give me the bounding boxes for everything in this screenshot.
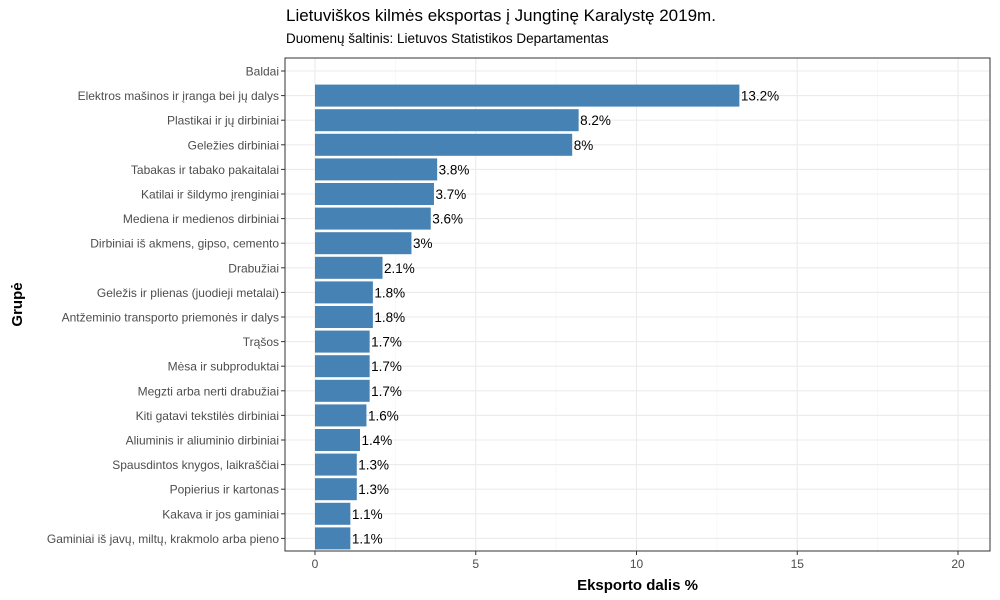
- bar-labels: 13.2% 8.2% 8% 3.8% 3.7% 3.6% 3% 2.1% 1.8% 1.8% 1.7…: [352, 89, 779, 547]
- bar-value-label: 1.8%: [374, 285, 405, 300]
- y-tick-label: Gaminiai iš javų, miltų, krakmolo arba p…: [47, 532, 279, 546]
- bar-value-label: 2.1%: [384, 261, 415, 276]
- bar: [315, 379, 370, 402]
- bar: [315, 84, 740, 107]
- bar: [315, 502, 351, 525]
- y-tick-label: Geležis ir plienas (juodieji metalai): [97, 286, 279, 300]
- bar: [315, 109, 579, 132]
- bar-value-label: 1.3%: [358, 458, 389, 473]
- y-tick-label: Megzti arba nerti drabužiai: [138, 384, 279, 398]
- bar-value-label: 1.8%: [374, 310, 405, 325]
- y-tick-label: Spausdintos knygos, laikraščiai: [112, 458, 279, 472]
- y-tick-label: Mediena ir medienos dirbiniai: [123, 212, 279, 226]
- bar: [315, 207, 431, 230]
- bar: [315, 527, 351, 550]
- bar-value-label: 1.7%: [371, 384, 402, 399]
- x-tick-label: 20: [951, 557, 965, 571]
- bar-value-label: 1.3%: [358, 482, 389, 497]
- y-tick-label: Mėsa ir subproduktai: [168, 360, 279, 374]
- y-tick-label: Antžeminio transporto priemonės ir dalys: [62, 311, 279, 325]
- bar-value-label: 1.1%: [352, 507, 383, 522]
- y-tick-label: Popierius ir kartonas: [170, 483, 279, 497]
- bar: [315, 183, 434, 205]
- x-tick-label: 0: [312, 557, 319, 571]
- y-tick-label: Elektros mašinos ir įranga bei jų dalys: [78, 89, 279, 103]
- bar-value-label: 3.8%: [439, 162, 470, 177]
- x-tick-label: 10: [630, 557, 644, 571]
- x-axis-title: Eksporto dalis %: [577, 577, 698, 594]
- y-tick-label: Aliuminis ir aliuminio dirbiniai: [126, 434, 279, 448]
- bar: [315, 404, 367, 427]
- bar-value-label: 8.2%: [580, 113, 611, 128]
- bar: [315, 158, 438, 181]
- bar: [315, 330, 370, 353]
- bar-value-label: 1.7%: [371, 359, 402, 374]
- bar-value-label: 1.7%: [371, 335, 402, 350]
- panel-border: [284, 57, 991, 552]
- x-axis-ticks: 0 5 10 15 20: [312, 551, 965, 571]
- y-tick-label: Dirbiniai iš akmens, gipso, cemento: [90, 237, 279, 251]
- y-tick-label: Geležies dirbiniai: [188, 138, 279, 152]
- bar-value-label: 13.2%: [741, 89, 779, 104]
- bar-value-label: 1.4%: [362, 433, 393, 448]
- bar: [315, 478, 357, 501]
- y-tick-label: Drabužiai: [228, 261, 279, 275]
- x-tick-label: 15: [791, 557, 805, 571]
- bar-value-label: 3.7%: [435, 187, 466, 202]
- y-tick-label: Tabakas ir tabako pakaitalai: [131, 163, 279, 177]
- bar: [315, 429, 361, 451]
- y-tick-label: Baldai: [246, 65, 279, 79]
- bar-value-label: 1.6%: [368, 408, 399, 423]
- bars: [315, 84, 740, 550]
- y-axis-title: Grupė: [9, 282, 26, 326]
- bar: [315, 232, 412, 255]
- grid: [285, 58, 990, 551]
- y-axis-ticks: Baldai Elektros mašinos ir įranga bei jų …: [47, 65, 285, 546]
- bar-value-label: 3%: [413, 236, 433, 251]
- y-tick-label: Kiti gatavi tekstilės dirbiniai: [136, 409, 279, 423]
- bar-value-label: 3.6%: [432, 212, 463, 227]
- bar: [315, 453, 357, 476]
- bar: [315, 355, 370, 378]
- bar-value-label: 1.1%: [352, 531, 383, 546]
- y-tick-label: Trąšos: [243, 335, 279, 349]
- y-tick-label: Plastikai ir jų dirbiniai: [167, 114, 279, 128]
- bar: [315, 256, 383, 279]
- bar-value-label: 8%: [574, 138, 594, 153]
- chart-subtitle: Duomenų šaltinis: Lietuvos Statistikos D…: [286, 31, 609, 46]
- y-tick-label: Kakava ir jos gaminiai: [162, 507, 279, 521]
- bar: [315, 306, 373, 328]
- chart-title: Lietuviškos kilmės eksportas į Jungtinę …: [286, 6, 716, 25]
- bar: [315, 281, 373, 304]
- x-tick-label: 5: [472, 557, 479, 571]
- y-tick-label: Katilai ir šildymo įrenginiai: [141, 188, 279, 202]
- bar: [315, 133, 573, 156]
